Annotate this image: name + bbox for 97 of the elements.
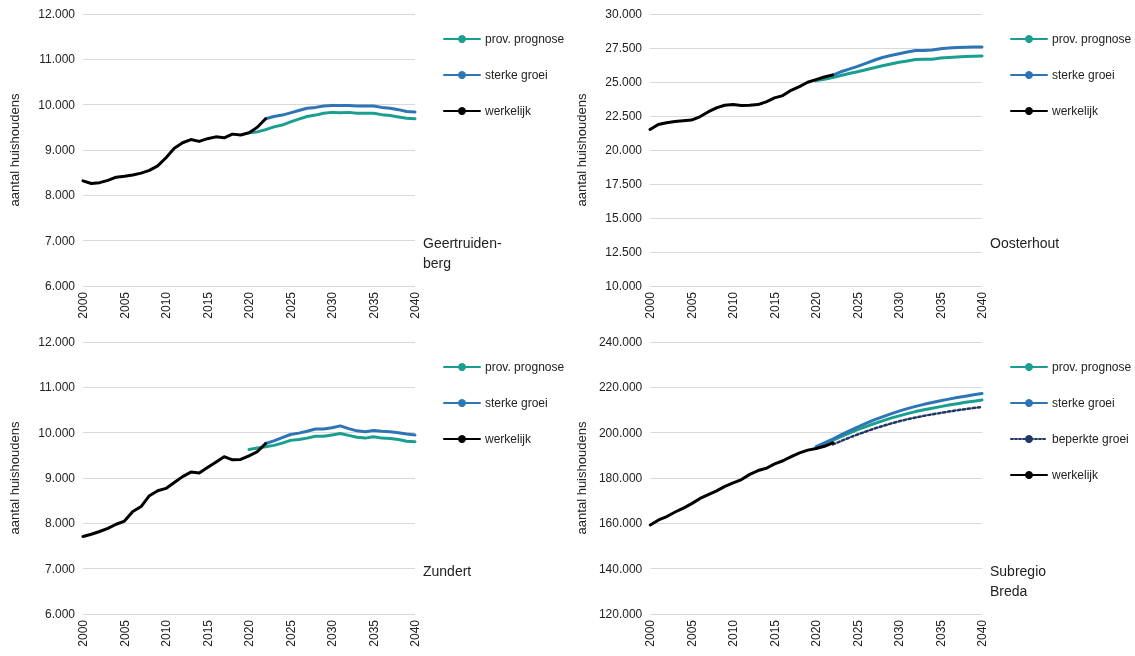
x-tick-label: 2000 — [643, 619, 658, 647]
y-tick-label: 160.000 — [598, 516, 643, 531]
y-tick-label: 12.000 — [38, 7, 76, 21]
y-tick-label: 6.000 — [44, 279, 76, 293]
x-tick-label: 2020 — [809, 291, 823, 319]
legend-label: prov. prognose — [485, 360, 565, 374]
text: Oosterhout — [990, 235, 1060, 251]
y-tick-label: 30.000 — [605, 7, 643, 21]
y-tick-label: 7.000 — [44, 233, 76, 248]
x-tick-label: 2035 — [366, 619, 381, 647]
y-tick-label: 12.000 — [38, 335, 76, 349]
y-tick-label: 8.000 — [44, 188, 76, 203]
x-tick-label: 2040 — [975, 619, 989, 647]
y-tick-label: 11.000 — [39, 380, 76, 395]
x-tick-label: 2035 — [366, 291, 381, 319]
text: Geertruiden- berg — [423, 235, 502, 271]
x-tick-label: 2035 — [933, 291, 948, 319]
x-tick-label: 2010 — [726, 619, 741, 647]
line-series — [81, 442, 268, 538]
legend-label: werkelijk — [484, 432, 533, 446]
legend-label: prov. prognose — [485, 32, 565, 46]
y-axis-title: aantal huishoudens — [574, 93, 589, 207]
y-axis-title: aantal huishoudens — [574, 421, 589, 535]
line-series — [81, 117, 268, 186]
legend-label: sterke groei — [1052, 68, 1115, 82]
x-tick-label: 2005 — [684, 619, 699, 647]
y-tick-label: 12.500 — [605, 245, 643, 259]
x-tick-label: 2020 — [809, 619, 824, 647]
y-tick-label: 10.000 — [38, 425, 76, 440]
x-tick-label: 2030 — [892, 291, 906, 319]
line-series — [648, 441, 835, 527]
x-tick-label: 2030 — [325, 619, 339, 647]
x-tick-label: 2040 — [408, 619, 422, 647]
y-tick-label: 11.000 — [39, 52, 76, 67]
x-tick-label: 2020 — [242, 619, 256, 647]
x-tick-label: 2000 — [76, 291, 90, 319]
line-series — [814, 54, 984, 83]
line-series — [648, 73, 835, 131]
x-tick-label: 2015 — [200, 619, 215, 647]
y-tick-label: 140.000 — [598, 561, 643, 576]
x-tick-label: 2020 — [242, 291, 256, 319]
y-tick-label: 7.000 — [44, 561, 76, 576]
y-axis-title: aantal huishoudens — [7, 421, 22, 535]
y-tick-label: 10.000 — [605, 279, 643, 293]
x-tick-label: 2010 — [159, 291, 173, 319]
x-tick-label: 2005 — [117, 291, 132, 319]
x-tick-label: 2005 — [684, 291, 699, 319]
y-axis-title: aantal huishoudens — [7, 93, 22, 207]
legend-label: sterke groei — [485, 396, 548, 410]
legend-label: prov. prognose — [1052, 32, 1132, 46]
line-series — [831, 405, 984, 446]
y-tick-label: 10.000 — [38, 97, 76, 112]
legend-label: werkelijk — [1051, 104, 1100, 118]
y-tick-label: 6.000 — [44, 607, 76, 621]
y-tick-label: 25.000 — [605, 75, 643, 89]
y-tick-label: 9.000 — [44, 471, 76, 485]
text: Subregio Breda — [990, 563, 1047, 599]
y-tick-label: 20.000 — [605, 143, 643, 157]
y-tick-label: 120.000 — [598, 607, 643, 621]
x-tick-label: 2000 — [76, 619, 90, 647]
line-series — [264, 104, 417, 121]
y-tick-label: 180.000 — [598, 471, 643, 485]
line-series — [247, 432, 417, 451]
x-tick-label: 2025 — [850, 619, 865, 647]
x-tick-label: 2010 — [726, 291, 740, 319]
y-tick-label: 17.500 — [605, 177, 643, 191]
y-tick-label: 220.000 — [598, 380, 643, 395]
legend-label: beperkte groei — [1052, 432, 1129, 446]
y-tick-label: 27.500 — [605, 41, 643, 55]
x-tick-label: 2015 — [767, 291, 782, 319]
legend-label: sterke groei — [1052, 396, 1115, 410]
x-tick-label: 2015 — [767, 619, 782, 647]
x-tick-label: 2025 — [283, 291, 298, 319]
x-tick-label: 2030 — [892, 619, 907, 647]
x-tick-label: 2040 — [408, 291, 422, 319]
x-tick-label: 2035 — [933, 619, 948, 647]
line-series — [264, 424, 417, 446]
x-tick-label: 2010 — [159, 619, 173, 647]
x-tick-label: 2025 — [283, 619, 298, 647]
legend-label: prov. prognose — [1052, 360, 1132, 374]
legend-label: werkelijk — [484, 104, 533, 118]
text: Zundert — [423, 563, 472, 579]
x-tick-label: 2030 — [325, 291, 339, 319]
y-tick-label: 22.500 — [605, 109, 643, 123]
legend-label: werkelijk — [1051, 468, 1100, 482]
y-tick-label: 200.000 — [598, 425, 643, 440]
y-tick-label: 240.000 — [598, 335, 643, 349]
x-tick-label: 2005 — [117, 619, 132, 647]
x-tick-label: 2025 — [850, 291, 865, 319]
y-tick-label: 9.000 — [44, 143, 76, 157]
x-tick-label: 2015 — [200, 291, 215, 319]
x-tick-label: 2040 — [975, 291, 989, 319]
x-tick-label: 2000 — [643, 291, 657, 319]
legend-label: sterke groei — [485, 68, 548, 82]
y-tick-label: 15.000 — [605, 211, 643, 225]
line-series — [831, 45, 984, 77]
y-tick-label: 8.000 — [44, 516, 76, 531]
